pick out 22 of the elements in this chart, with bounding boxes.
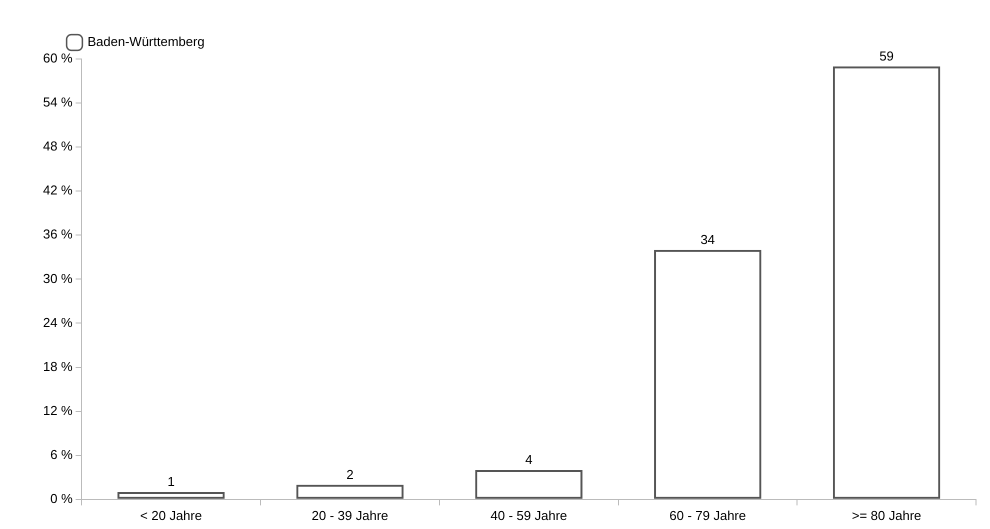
y-tick-label: 30 % [42, 270, 74, 286]
x-tick-label: 60 - 79 Jahre [669, 508, 746, 523]
y-tick-label: 18 % [42, 358, 74, 374]
y-tick-label: 6 % [50, 446, 74, 462]
x-tick-label: >= 80 Jahre [852, 508, 922, 523]
y-tick-label: 0 % [50, 490, 74, 506]
y-tick-label: 42 % [42, 182, 74, 198]
data-label: 34 [700, 232, 715, 247]
data-label: 2 [346, 466, 354, 482]
x-tick-label: < 20 Jahre [140, 508, 202, 523]
x-tick-label: 20 - 39 Jahre [312, 508, 388, 523]
y-tick-label: 48 % [42, 138, 74, 154]
y-tick-label: 36 % [42, 226, 74, 242]
y-tick-label: 24 % [42, 314, 74, 330]
y-tick-label: 60 % [42, 50, 74, 66]
y-tick-label: 54 % [42, 94, 74, 110]
data-label: 4 [525, 452, 532, 468]
y-tick-label: 12 % [42, 402, 74, 418]
data-label: 59 [879, 48, 894, 64]
legend-label: Baden-Württemberg [88, 34, 205, 50]
x-tick-label: 40 - 59 Jahre [490, 508, 568, 523]
data-label: 1 [167, 474, 175, 490]
